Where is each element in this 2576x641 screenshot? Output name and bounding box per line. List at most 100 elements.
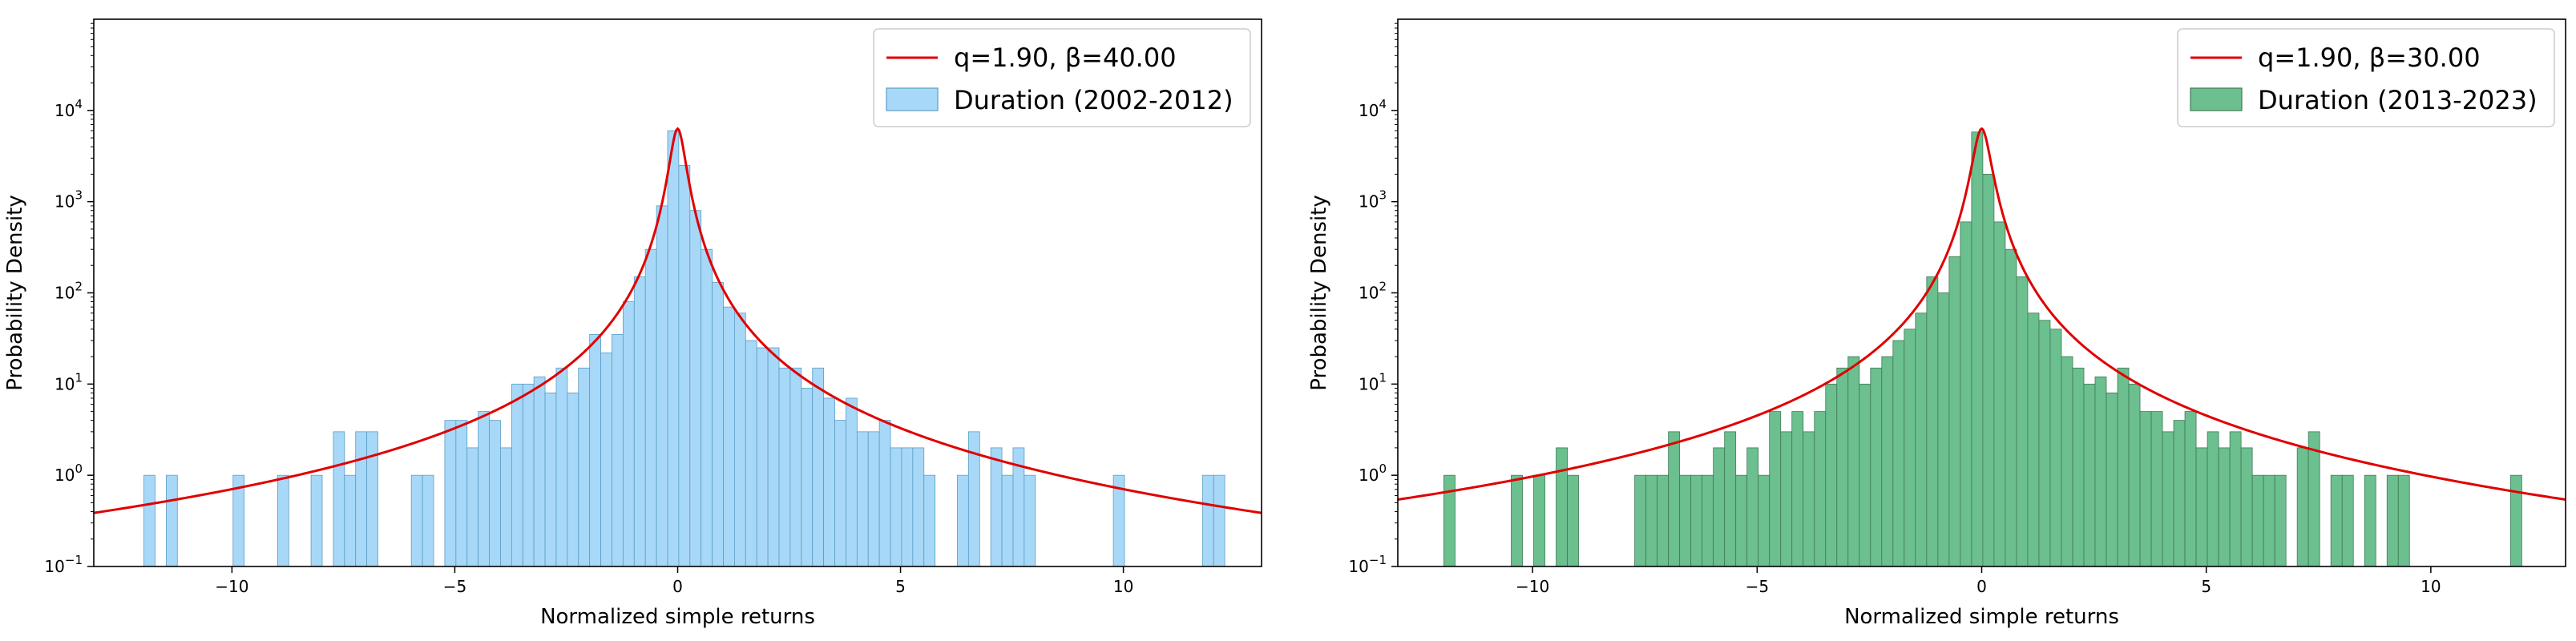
- legend-bar-swatch: [886, 87, 939, 111]
- histogram-bar: [1645, 474, 1658, 566]
- y-tick-exponent: 0: [1379, 462, 1387, 476]
- histogram-bar: [2027, 312, 2040, 566]
- legend-box: [2177, 28, 2555, 127]
- histogram-bar: [1213, 474, 1225, 566]
- histogram-bar: [578, 367, 591, 566]
- histogram-bar: [856, 431, 869, 566]
- y-axis-title: Probability Density: [1307, 195, 1331, 391]
- y-tick-label: 104: [55, 97, 83, 120]
- histogram-bar: [1892, 340, 1905, 566]
- histogram-bar: [2386, 474, 2399, 566]
- x-tick-label: 0: [672, 577, 683, 596]
- y-tick-exponent: −1: [65, 553, 83, 567]
- y-tick-exponent: 1: [1379, 370, 1387, 385]
- y-tick-base: 10: [1359, 284, 1379, 303]
- histogram-bar: [2162, 431, 2174, 566]
- histogram-bar: [2094, 376, 2107, 566]
- histogram-bar: [2049, 329, 2062, 566]
- legend-fit-label: q=1.90, β=40.00: [954, 42, 1177, 73]
- histogram-bar: [2038, 320, 2051, 566]
- histogram-bar: [701, 248, 713, 566]
- histogram-bar: [1803, 431, 1815, 566]
- histogram-bars: [143, 130, 1225, 566]
- histogram-bar: [1758, 474, 1770, 566]
- histogram-bar: [500, 447, 512, 566]
- histogram-bar: [1724, 431, 1737, 566]
- x-tick-label: −5: [443, 577, 466, 596]
- histogram-bar: [1713, 447, 1726, 566]
- histogram-bar: [2139, 411, 2152, 566]
- histogram-bar: [1926, 276, 1939, 566]
- x-tick-label: 5: [2201, 577, 2211, 596]
- histogram-bar: [834, 420, 846, 566]
- y-tick-exponent: 4: [1379, 97, 1387, 111]
- histogram-bar: [745, 340, 757, 566]
- histogram-bar: [1668, 431, 1681, 566]
- histogram-bar: [734, 312, 746, 566]
- legend-hist-label: Duration (2002-2012): [954, 85, 1233, 115]
- histogram-bar: [522, 383, 535, 566]
- histogram-bar: [1825, 383, 1838, 566]
- y-tick-base: 10: [44, 557, 64, 576]
- histogram-bar: [2207, 431, 2219, 566]
- y-tick-base: 10: [1359, 374, 1379, 393]
- x-tick-label: 10: [1113, 577, 1133, 596]
- histogram-bar: [2061, 356, 2073, 566]
- histogram-bar: [165, 474, 178, 566]
- histogram-bar: [344, 474, 357, 566]
- histogram-bar: [767, 347, 780, 566]
- x-tick-label: 10: [2421, 577, 2441, 596]
- histogram-bar: [2296, 447, 2309, 566]
- histogram-bar: [1679, 474, 1692, 566]
- histogram-bar: [366, 431, 378, 566]
- x-axis-title: Normalized simple returns: [540, 605, 815, 629]
- y-tick-base: 10: [55, 192, 75, 212]
- histogram-bar: [310, 474, 323, 566]
- histogram-bar: [2330, 474, 2343, 566]
- histogram-bar: [1443, 474, 1456, 566]
- histogram-bar: [2263, 474, 2275, 566]
- histogram-bar: [1881, 356, 1894, 566]
- histogram-bar: [2397, 474, 2410, 566]
- histogram-bar: [143, 474, 155, 566]
- histogram-bar: [2341, 474, 2354, 566]
- histogram-bar: [1904, 329, 1916, 566]
- histogram-bar: [2106, 392, 2118, 566]
- histogram-bar: [489, 420, 501, 566]
- histogram-bar: [277, 474, 289, 566]
- legend: q=1.90, β=30.00 Duration (2013-2023): [2177, 28, 2555, 127]
- y-tick-base: 10: [55, 101, 75, 120]
- histogram-bar: [789, 367, 802, 566]
- histogram-bar: [1814, 411, 1827, 566]
- y-tick-exponent: 3: [1379, 188, 1387, 203]
- y-tick-exponent: 3: [75, 188, 83, 203]
- histogram-bar: [1024, 474, 1036, 566]
- histogram-bar: [1533, 474, 1545, 566]
- histogram-bar: [2117, 367, 2130, 566]
- y-tick-exponent: 2: [75, 280, 83, 294]
- histogram-bar: [1847, 356, 1860, 566]
- histogram-bar: [712, 282, 724, 566]
- y-tick-exponent: −1: [1369, 553, 1387, 567]
- y-tick-label: 102: [1359, 280, 1387, 303]
- legend-hist-label: Duration (2013-2023): [2258, 85, 2538, 115]
- y-tick-exponent: 2: [1379, 280, 1387, 294]
- y-tick-base: 10: [55, 284, 75, 303]
- histogram-bar: [2364, 474, 2376, 566]
- histogram-bar: [2240, 447, 2253, 566]
- histogram-bar: [2195, 447, 2208, 566]
- histogram-bar: [612, 333, 624, 566]
- y-tick-base: 10: [55, 374, 75, 393]
- histogram-bar: [2005, 248, 2017, 566]
- histogram-bar: [2274, 474, 2287, 566]
- histogram-bar: [901, 447, 914, 566]
- histogram-bar: [1657, 474, 1670, 566]
- histogram-bar: [756, 347, 769, 566]
- histogram-bar: [1201, 474, 1214, 566]
- histogram-bar: [912, 447, 925, 566]
- histogram-bar: [2072, 367, 2085, 566]
- histogram-bar: [1982, 173, 1995, 566]
- histogram-bar: [567, 392, 579, 566]
- histogram-bar: [812, 367, 825, 566]
